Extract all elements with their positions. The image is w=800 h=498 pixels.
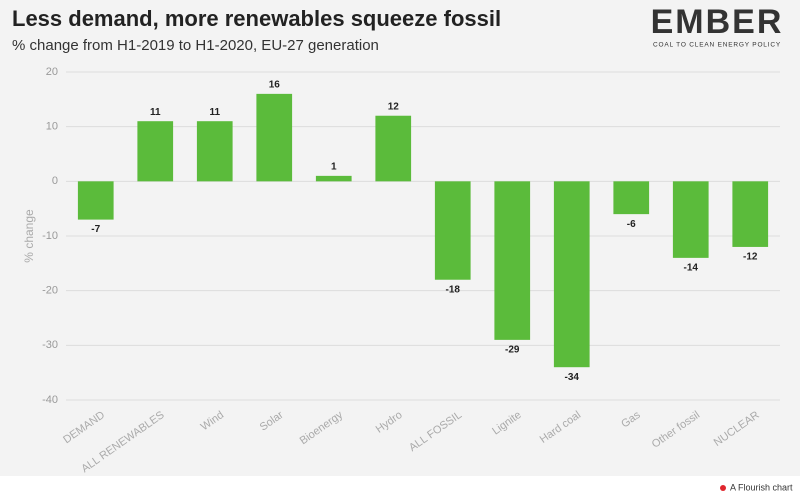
chart-subtitle: % change from H1-2019 to H1-2020, EU-27 … [12, 37, 379, 54]
y-tick-label: -10 [42, 230, 58, 242]
bar [434, 181, 471, 280]
bar [77, 181, 114, 220]
y-tick-label: -40 [42, 394, 58, 406]
chart-title: Less demand, more renewables squeeze fos… [12, 6, 501, 31]
data-label: -18 [446, 284, 461, 295]
y-axis-label: % change [22, 209, 36, 263]
y-tick-label: -30 [42, 339, 58, 351]
y-tick-label: 10 [46, 121, 58, 133]
data-label: 11 [150, 107, 161, 118]
footer: A Flourish chart [730, 482, 793, 492]
logo-tagline: COAL TO CLEAN ENERGY POLICY [653, 42, 781, 49]
data-label: -7 [91, 224, 100, 235]
bar [732, 181, 769, 247]
data-label: -14 [684, 263, 699, 274]
bar [553, 181, 590, 368]
data-label: -29 [505, 345, 520, 356]
logo: EMBER [651, 3, 784, 41]
bar [672, 181, 709, 258]
bar [137, 121, 174, 182]
footer-background [0, 476, 800, 498]
footer-dot [720, 485, 726, 491]
y-tick-label: -20 [42, 285, 58, 297]
bar [375, 115, 412, 182]
data-label: -12 [743, 252, 758, 263]
bar [256, 93, 293, 182]
data-label: 11 [209, 107, 220, 118]
data-label: -6 [627, 219, 636, 230]
data-label: 1 [331, 162, 337, 173]
data-label: 16 [269, 80, 281, 91]
data-label: 12 [388, 101, 400, 112]
bar [613, 181, 650, 215]
y-tick-label: 0 [52, 175, 58, 187]
chart-background [0, 0, 800, 476]
bar [315, 175, 352, 182]
bar [196, 121, 233, 182]
y-tick-label: 20 [46, 66, 58, 78]
bar [494, 181, 531, 340]
data-label: -34 [565, 372, 580, 383]
